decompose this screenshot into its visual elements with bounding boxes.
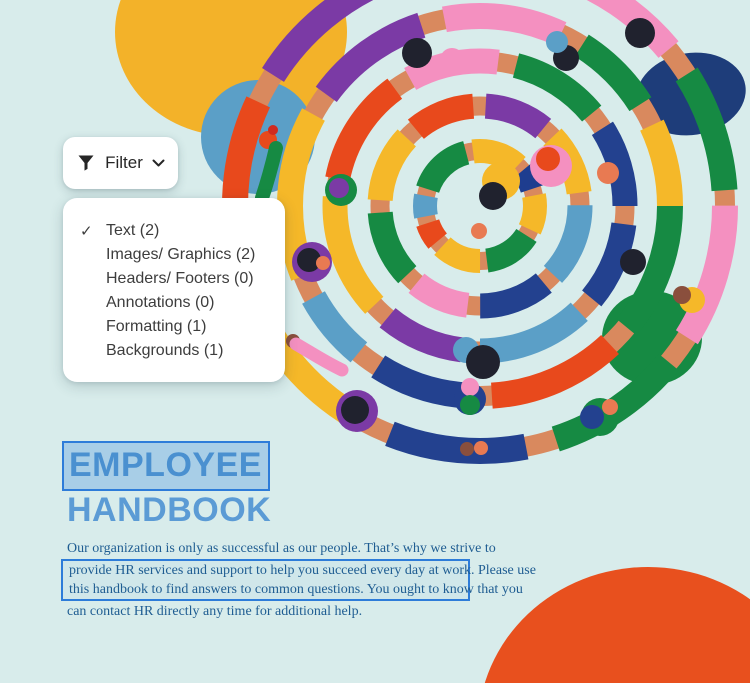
menu-item-label: Formatting (1)	[106, 318, 207, 335]
body-paragraph: Our organization is only as successful a…	[61, 539, 536, 621]
selected-title-text-box[interactable]: EMPLOYEE	[62, 441, 270, 491]
filter-icon	[78, 155, 94, 171]
body-line: Our organization is only as successful a…	[67, 541, 496, 556]
filter-menu-item-annotations[interactable]: ✓ Annotations (0)	[63, 291, 285, 315]
check-icon: ✓	[80, 223, 93, 240]
menu-item-label: Images/ Graphics (2)	[106, 246, 256, 263]
filter-menu-item-images-graphics[interactable]: ✓ Images/ Graphics (2)	[63, 243, 285, 267]
filter-button[interactable]: Filter	[63, 137, 178, 189]
title-line1: EMPLOYEE	[69, 446, 262, 484]
people-details	[255, 18, 705, 456]
menu-item-label: Text (2)	[106, 222, 160, 239]
menu-item-label: Annotations (0)	[106, 294, 215, 311]
filter-button-label: Filter	[105, 153, 143, 172]
filter-menu-item-text[interactable]: ✓ Text (2)	[63, 219, 285, 243]
filter-menu: ✓ Text (2) ✓ Images/ Graphics (2) ✓ Head…	[63, 198, 285, 382]
filter-menu-item-backgrounds[interactable]: ✓ Backgrounds (1)	[63, 339, 285, 363]
filter-menu-item-formatting[interactable]: ✓ Formatting (1)	[63, 315, 285, 339]
body-line: this handbook to find answers to common …	[69, 582, 523, 597]
selected-body-text-box[interactable]: provide HR services and support to help …	[61, 559, 536, 601]
body-line: can contact HR directly any time for add…	[67, 604, 363, 619]
chevron-down-icon	[152, 159, 165, 166]
title-line2: HANDBOOK	[67, 491, 272, 529]
body-line: provide HR services and support to help …	[69, 563, 536, 578]
filter-menu-item-headers-footers[interactable]: ✓ Headers/ Footers (0)	[63, 267, 285, 291]
orange-blob	[484, 567, 750, 683]
menu-item-label: Headers/ Footers (0)	[106, 270, 254, 287]
menu-item-label: Backgrounds (1)	[106, 342, 224, 359]
